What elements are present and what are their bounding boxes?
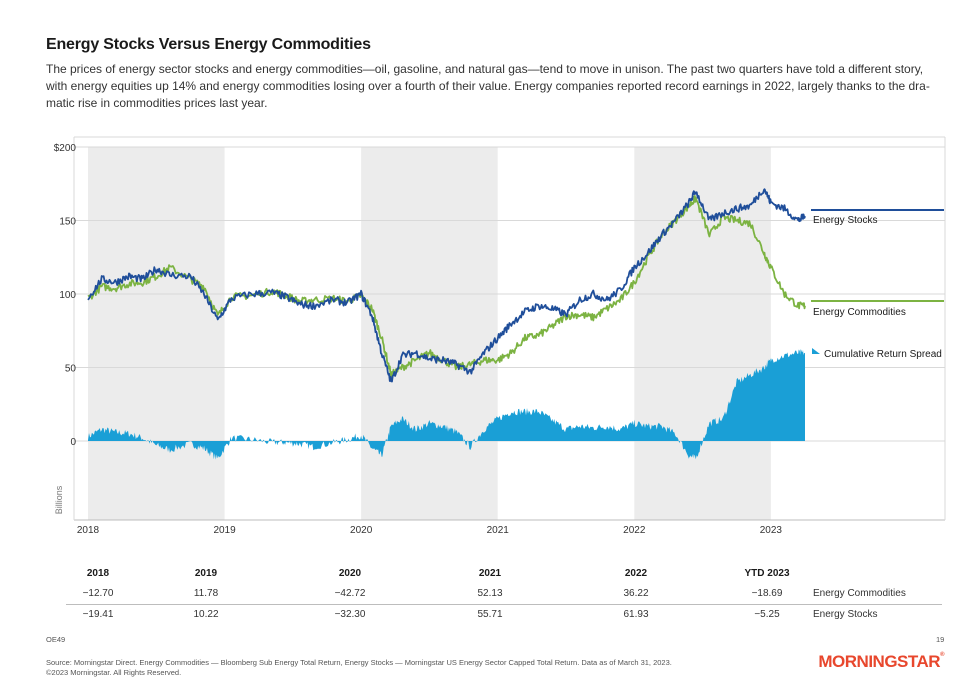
y-tick-label: 50 (65, 364, 77, 375)
table-cell: −12.70 (82, 588, 114, 599)
y-tick-label: $200 (54, 143, 77, 154)
table-cell: −32.30 (334, 609, 366, 620)
table-divider (66, 604, 942, 605)
table-cell: 36.22 (623, 588, 649, 599)
table-row-label-commodities: Energy Commodities (813, 588, 906, 599)
page-number: 19 (936, 635, 945, 644)
spread-area (88, 349, 805, 460)
y-tick-label: 0 (70, 437, 76, 448)
table-cell: −5.25 (754, 609, 780, 620)
table-cell: 10.22 (193, 609, 219, 620)
table-header-2021: 2021 (478, 568, 502, 579)
y-tick-label: 100 (59, 290, 76, 301)
legend-spread-label: Cumulative Return Spread (824, 349, 942, 360)
line-chart: $200 150 100 50 0 Billions 2018 2019 2020 2021 202… (54, 136, 946, 536)
year-shade-band (361, 147, 498, 520)
legend-spread-swatch (812, 348, 820, 354)
table-cell: 52.13 (477, 588, 503, 599)
legend-stocks-label: Energy Stocks (813, 215, 877, 226)
y-axis-label: Billions (54, 485, 64, 514)
table-cell: −19.41 (82, 609, 114, 620)
energy-stocks-line (87, 188, 806, 383)
table-header-ytd-2023: YTD 2023 (744, 568, 790, 579)
table-row-label-stocks: Energy Stocks (813, 609, 878, 620)
chart-subtitle: The prices of energy sector stocks and e… (46, 62, 930, 110)
x-tick-label: 2020 (350, 525, 373, 536)
table-cell: 11.78 (193, 588, 219, 599)
x-tick-label: 2022 (623, 525, 646, 536)
y-tick-label: 150 (59, 217, 76, 228)
table-header-2019: 2019 (194, 568, 218, 579)
table-header-2020: 2020 (338, 568, 362, 579)
table-cell: 61.93 (623, 609, 649, 620)
x-tick-label: 2021 (487, 525, 510, 536)
table-cell: −42.72 (334, 588, 366, 599)
x-tick-label: 2018 (77, 525, 100, 536)
morningstar-logo: MORNINGSTAR® (818, 652, 944, 671)
source-note: Source: Morningstar Direct. Energy Commo… (46, 658, 672, 667)
year-shade-band (634, 147, 771, 520)
copyright: ©2023 Morningstar. All Rights Reserved. (46, 668, 182, 677)
year-shade-band (88, 147, 225, 520)
table-header-2018: 2018 (86, 568, 110, 579)
table-cell: −18.69 (751, 588, 783, 599)
legend-commodities-label: Energy Commodities (813, 307, 906, 318)
table-cell: 55.71 (477, 609, 503, 620)
chart-title: Energy Stocks Versus Energy Commodities (46, 36, 371, 53)
figure-code: OE49 (46, 635, 66, 644)
x-tick-label: 2023 (760, 525, 783, 536)
x-tick-label: 2019 (213, 525, 236, 536)
returns-table: 2018 2019 2020 2021 2022 YTD 2023 −12.70… (0, 560, 976, 630)
table-header-2022: 2022 (624, 568, 648, 579)
